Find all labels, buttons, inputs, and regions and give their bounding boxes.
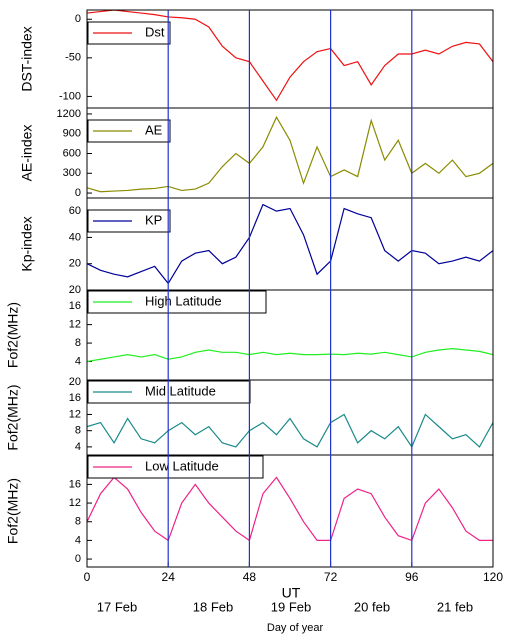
y-tick-label: 12 <box>69 319 81 331</box>
y-tick-label: 300 <box>63 167 81 179</box>
y-axis-label: AE-index <box>19 125 35 182</box>
legend-label: AE <box>145 122 163 137</box>
x-tick-label: 24 <box>162 570 176 584</box>
y-tick-label: 0 <box>75 13 81 25</box>
y-axis-label: DST-index <box>19 26 35 91</box>
y-tick-label: 16 <box>69 478 81 490</box>
x-tick-label: 0 <box>84 570 91 584</box>
y-tick-label: 4 <box>75 355 81 367</box>
x-tick-label: 48 <box>243 570 257 584</box>
panel-frame <box>86 454 494 568</box>
y-tick-label: 16 <box>69 300 81 312</box>
y-tick-label: 60 <box>69 205 81 217</box>
y-axis-label: Kp-index <box>19 216 35 271</box>
y-tick-label: 12 <box>69 497 81 509</box>
day-label: 17 Feb <box>97 599 137 614</box>
y-tick-label: 20 <box>69 376 81 388</box>
y-tick-label: 16 <box>69 392 81 404</box>
y-tick-label: 4 <box>75 441 81 453</box>
legend-label: KP <box>145 212 162 227</box>
legend-label: High Latitude <box>145 293 222 308</box>
y-tick-label: 1200 <box>57 108 81 120</box>
y-axis-label: Fof2(MHz) <box>5 302 21 368</box>
day-label: 18 Feb <box>193 599 233 614</box>
data-line <box>87 10 493 102</box>
y-tick-label: 0 <box>75 187 81 199</box>
y-tick-label: 600 <box>63 147 81 159</box>
x-tick-label: 96 <box>405 570 419 584</box>
y-tick-label: 8 <box>75 337 81 349</box>
y-tick-label: 20 <box>69 284 81 296</box>
y-tick-label: 0 <box>75 553 81 565</box>
y-tick-label: 4 <box>75 534 81 546</box>
legend-box <box>87 455 264 479</box>
caption: Day of year <box>267 622 324 634</box>
y-tick-label: 8 <box>75 516 81 528</box>
data-line <box>87 476 493 542</box>
y-tick-label: 40 <box>69 231 81 243</box>
data-line <box>87 348 493 363</box>
legend-label: Dst <box>145 24 165 39</box>
data-line <box>87 203 493 285</box>
day-label: 19 Feb <box>271 599 311 614</box>
x-tick-label: 120 <box>483 570 503 584</box>
y-tick-label: -50 <box>65 52 81 64</box>
legend-box <box>87 290 267 314</box>
data-line <box>87 115 493 193</box>
day-label: 21 feb <box>437 599 473 614</box>
day-label: 20 feb <box>354 599 390 614</box>
y-tick-label: -100 <box>59 90 81 102</box>
legend-label: Low Latitude <box>145 458 219 473</box>
data-line <box>87 413 493 449</box>
legend-label: Mid Latitude <box>145 383 216 398</box>
x-tick-label: 72 <box>324 570 338 584</box>
x-axis-label: UT <box>282 585 301 601</box>
y-axis-label: Fof2(MHz) <box>5 478 21 544</box>
y-tick-label: 12 <box>69 408 81 420</box>
y-tick-label: 900 <box>63 128 81 140</box>
y-tick-label: 8 <box>75 425 81 437</box>
y-axis-label: Fof2(MHz) <box>5 384 21 450</box>
legend-box <box>87 380 251 404</box>
y-tick-label: 20 <box>69 258 81 270</box>
